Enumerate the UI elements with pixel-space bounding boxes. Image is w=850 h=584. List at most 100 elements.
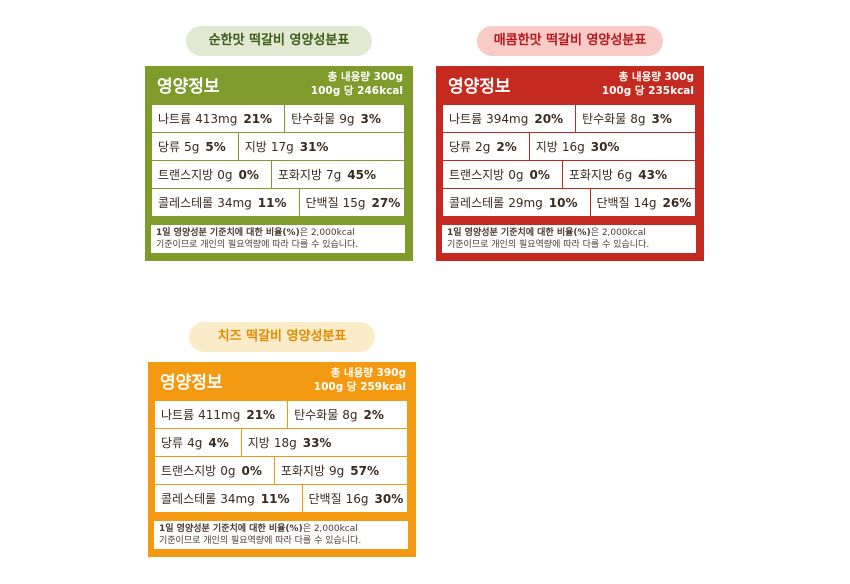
nutrient-name: 나트륨 [158, 112, 192, 126]
footnote-bold: 1일 영양성분 기준치에 대한 비율(%) [159, 524, 303, 534]
nutrient-cell: 나트륨 411mg 21% [155, 401, 289, 428]
nutrient-amount: 8g [342, 407, 358, 422]
panel-title: 매콤한맛 떡갈비 영양성분표 [477, 26, 663, 56]
nutrient-row: 나트륨 413mg 21% 탄수화물 9g 3% [151, 104, 405, 133]
per-serving: 100g 당 259kcal [313, 381, 406, 393]
nutrient-percent: 57% [350, 463, 380, 478]
nutrient-percent: 11% [260, 491, 290, 506]
nutrient-name: 탄수화물 [294, 408, 339, 422]
footnote-line: 1일 영양성분 기준치에 대한 비율(%)은 2,000kcal [159, 523, 403, 535]
nutrition-panel: 치즈 떡갈비 영양성분표 영양정보 총 내용량 390g 100g 당 259kcal… [148, 322, 416, 557]
nutrient-cell: 단백질 16g 30% [303, 485, 407, 512]
nutrient-amount: 6g [617, 167, 633, 182]
total-amount: 총 내용량 300g [327, 71, 403, 83]
nutrient-name: 트랜스지방 [449, 168, 505, 182]
nutrient-name: 포화지방 [568, 168, 614, 182]
nutrient-cell: 당류 4g 4% [155, 429, 242, 456]
footnote: 1일 영양성분 기준치에 대한 비율(%)은 2,000kcal 기준이므로 개인… [154, 521, 408, 549]
nutrient-cell: 포화지방 9g 57% [275, 457, 407, 484]
nutrient-amount: 413mg [195, 111, 238, 126]
nutrient-cell: 단백질 14g 26% [591, 189, 695, 216]
nutrient-name: 포화지방 [277, 168, 323, 182]
nutrient-amount: 4g [187, 435, 203, 450]
nutrient-name: 콜레스테롤 [158, 196, 214, 210]
nutrient-amount: 394mg [486, 111, 529, 126]
nutrient-percent: 10% [548, 195, 578, 210]
nutrient-name: 탄수화물 [291, 112, 336, 126]
nutrient-name: 콜레스테롤 [161, 492, 217, 506]
footnote-line: 1일 영양성분 기준치에 대한 비율(%)은 2,000kcal [447, 227, 691, 239]
serving-info: 총 내용량 390g 100g 당 259kcal [314, 366, 406, 394]
nutrient-name: 트랜스지방 [158, 168, 214, 182]
nutrient-row: 콜레스테롤 34mg 11% 단백질 16g 30% [154, 485, 408, 513]
nutrient-name: 지방 [535, 140, 558, 154]
nutrient-cell: 콜레스테롤 29mg 10% [443, 189, 591, 216]
nutrient-amount: 8g [630, 111, 646, 126]
nutrient-amount: 14g [633, 195, 657, 210]
nutrient-amount: 9g [339, 111, 355, 126]
footnote-line: 기준이므로 개인의 필요역량에 따라 다를 수 있습니다. [156, 240, 359, 250]
footnote-line: 기준이므로 개인의 필요역량에 따라 다를 수 있습니다. [447, 240, 650, 250]
nutrient-row: 트랜스지방 0g 0% 포화지방 6g 43% [442, 161, 696, 189]
nutrient-name: 나트륨 [161, 408, 195, 422]
nutrient-name: 당류 [158, 140, 181, 154]
nutrient-cell: 포화지방 6g 43% [563, 161, 695, 188]
nutrient-row: 트랜스지방 0g 0% 포화지방 9g 57% [154, 457, 408, 485]
nutrient-cell: 나트륨 413mg 21% [152, 105, 286, 132]
nutrient-name: 나트륨 [449, 112, 483, 126]
nutrient-amount: 5g [184, 139, 200, 154]
per-serving: 100g 당 246kcal [310, 85, 403, 97]
nutrient-cell: 지방 17g 31% [239, 133, 404, 160]
nutrition-box: 영양정보 총 내용량 390g 100g 당 259kcal 나트륨 411mg 21% 탄… [148, 362, 416, 557]
footnote: 1일 영양성분 기준치에 대한 비율(%)은 2,000kcal 기준이므로 개인… [442, 225, 696, 253]
nutrient-percent: 2% [363, 407, 384, 422]
nutrient-percent: 3% [651, 111, 672, 126]
nutrient-amount: 16g [345, 491, 369, 506]
nutrient-percent: 0% [241, 463, 262, 478]
nutrient-percent: 3% [360, 111, 381, 126]
panel-title: 순한맛 떡갈비 영양성분표 [186, 26, 372, 56]
footnote-line: 1일 영양성분 기준치에 대한 비율(%)은 2,000kcal [156, 227, 400, 239]
total-amount: 총 내용량 390g [330, 367, 406, 379]
nutrient-amount: 34mg [220, 491, 255, 506]
footnote: 1일 영양성분 기준치에 대한 비율(%)은 2,000kcal 기준이므로 개인… [151, 225, 405, 253]
nutrient-cell: 탄수화물 8g 3% [576, 105, 695, 132]
per-serving: 100g 당 235kcal [601, 85, 694, 97]
box-header: 영양정보 [448, 77, 511, 97]
nutrient-name: 당류 [449, 140, 472, 154]
nutrient-row: 나트륨 411mg 21% 탄수화물 8g 2% [154, 400, 408, 429]
nutrient-amount: 18g [273, 435, 297, 450]
nutrient-name: 지방 [247, 436, 270, 450]
nutrient-cell: 단백질 15g 27% [300, 189, 404, 216]
nutrient-percent: 45% [347, 167, 377, 182]
nutrient-cell: 탄수화물 9g 3% [285, 105, 404, 132]
nutrient-amount: 16g [561, 139, 585, 154]
nutrient-name: 포화지방 [280, 464, 326, 478]
nutrient-amount: 34mg [217, 195, 252, 210]
nutrient-cell: 트랜스지방 0g 0% [152, 161, 272, 188]
total-amount: 총 내용량 300g [618, 71, 694, 83]
nutrient-cell: 나트륨 394mg 20% [443, 105, 577, 132]
nutrient-amount: 29mg [508, 195, 543, 210]
nutrient-name: 탄수화물 [582, 112, 627, 126]
nutrient-percent: 4% [208, 435, 229, 450]
nutrient-row: 당류 2g 2% 지방 16g 30% [442, 133, 696, 161]
footnote-rest: 은 2,000kcal [302, 524, 358, 534]
nutrient-amount: 7g [326, 167, 342, 182]
nutrient-name: 단백질 [305, 196, 339, 210]
nutrient-percent: 21% [243, 111, 273, 126]
nutrient-percent: 30% [374, 491, 404, 506]
nutrient-rows: 나트륨 413mg 21% 탄수화물 9g 3% 당류 5g 5% 지방 17g 31% 트랜스지방 0g… [151, 104, 405, 217]
nutrient-row: 콜레스테롤 29mg 10% 단백질 14g 26% [442, 189, 696, 217]
nutrient-percent: 21% [246, 407, 276, 422]
footnote-bold: 1일 영양성분 기준치에 대한 비율(%) [156, 228, 300, 238]
nutrient-name: 당류 [161, 436, 184, 450]
nutrient-percent: 20% [534, 111, 564, 126]
nutrient-name: 단백질 [596, 196, 630, 210]
nutrient-percent: 33% [302, 435, 332, 450]
nutrition-box: 영양정보 총 내용량 300g 100g 당 246kcal 나트륨 413mg 21% 탄… [145, 66, 413, 261]
nutrient-cell: 콜레스테롤 34mg 11% [155, 485, 303, 512]
nutrient-cell: 포화지방 7g 45% [272, 161, 404, 188]
